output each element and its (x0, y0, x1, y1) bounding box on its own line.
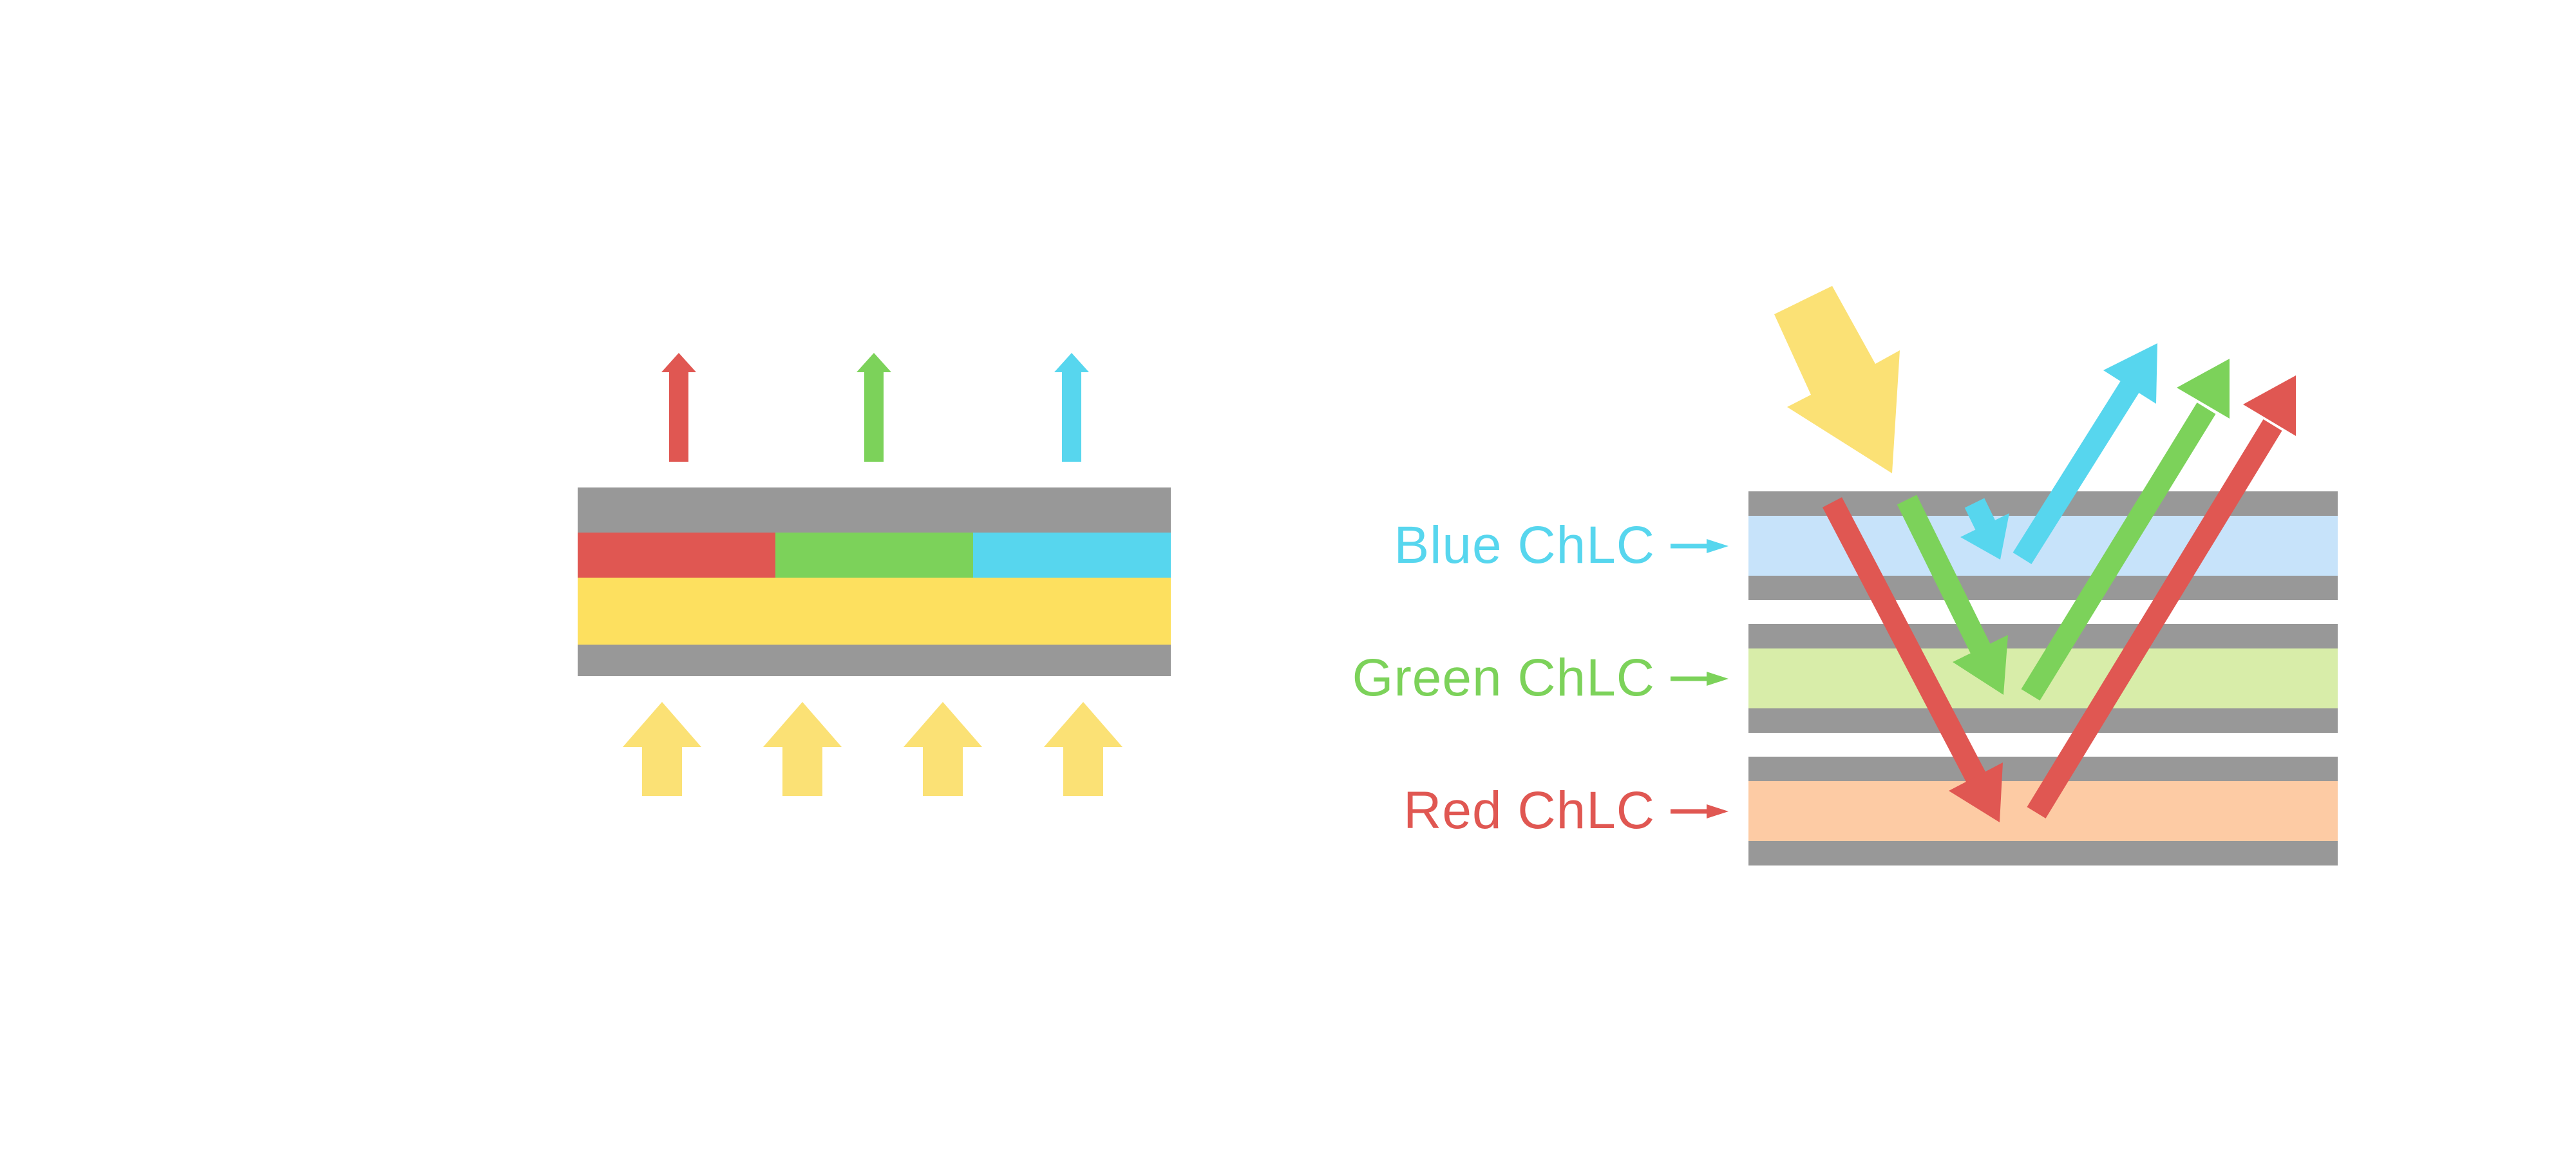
red-light-reflected-arrowhead (2243, 375, 2296, 436)
emitted-cyan-light-arrow (1054, 353, 1089, 462)
red-light-reflected-ray (2027, 419, 2282, 818)
green-light-reflected-arrowhead (2177, 359, 2230, 419)
backlight-arrow (623, 702, 701, 796)
left-bottom-substrate-layer (578, 645, 1171, 676)
emitted-red-light-arrow (661, 353, 696, 462)
red-light-down-ray (1822, 497, 1989, 788)
incident-light-arrow (1774, 286, 1900, 473)
right-stack-diagram: Blue ChLC Green ChLC Red ChLC (1352, 286, 2338, 866)
green-light-down-arrowhead (1953, 635, 2008, 695)
green-label-pointer-head (1707, 672, 1728, 686)
blue-light-down-ray (1964, 498, 1998, 534)
cyan-subpixel-segment (973, 533, 1171, 578)
red-subpixel-segment (578, 533, 775, 578)
red-chlc-label: Red ChLC (1403, 781, 1655, 840)
blue-light-down-arrowhead (1960, 513, 2009, 560)
blue-label-pointer-head (1707, 539, 1728, 553)
left-stack-diagram (578, 353, 1171, 796)
green-cell-top-substrate (1748, 624, 2338, 648)
red-cell-bottom-substrate (1748, 841, 2338, 866)
backlight-arrow (904, 702, 982, 796)
blue-label-pointer-arrow (1671, 539, 1728, 553)
red-light-down-arrowhead (1949, 762, 2003, 822)
green-chlc-label: Green ChLC (1352, 648, 1655, 707)
blue-cell-bottom-substrate (1748, 576, 2338, 600)
green-cell-bottom-substrate (1748, 708, 2338, 733)
backlight-guide-layer (578, 578, 1171, 645)
green-light-down-ray (1897, 495, 1994, 660)
blue-light-reflected-ray (2012, 375, 2143, 565)
green-label-pointer-arrow (1671, 672, 1728, 686)
backlight-arrow (1044, 702, 1122, 796)
backlight-arrow (763, 702, 842, 796)
red-label-pointer-arrow (1671, 804, 1728, 818)
blue-light-reflected-arrowhead (2103, 343, 2157, 404)
red-cell-top-substrate (1748, 757, 2338, 781)
green-light-reflected-ray (2021, 402, 2216, 701)
green-subpixel-segment (775, 533, 973, 578)
left-top-substrate-layer (578, 487, 1171, 533)
red-label-pointer-head (1707, 804, 1728, 818)
emitted-green-light-arrow (857, 353, 891, 462)
blue-chlc-label: Blue ChLC (1394, 516, 1655, 574)
